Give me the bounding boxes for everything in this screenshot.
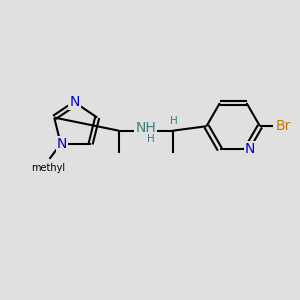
Text: Br: Br [275, 119, 290, 133]
Text: methyl: methyl [31, 164, 65, 173]
Text: N: N [57, 137, 67, 151]
Text: H: H [147, 134, 155, 144]
Text: N: N [69, 95, 80, 109]
Text: H: H [170, 116, 178, 126]
Text: N: N [245, 142, 255, 156]
Text: NH: NH [135, 121, 156, 135]
